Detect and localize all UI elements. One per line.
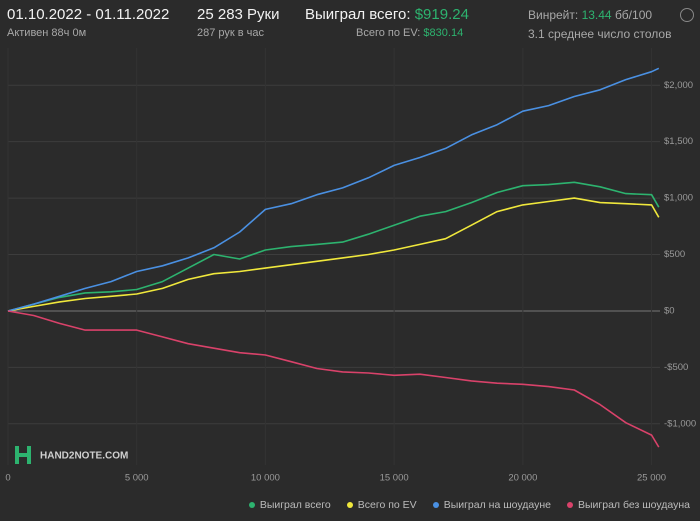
legend: Выиграл всего Всего по EV Выиграл на шоуда… xyxy=(248,499,690,511)
legend-item[interactable]: Всего по EV xyxy=(346,499,417,511)
hands: 25 283 Руки xyxy=(197,6,280,23)
legend-label: Выиграл на шоудауне xyxy=(443,499,551,511)
legend-dot xyxy=(567,502,573,508)
tables: 3.1 среднее число столов xyxy=(528,27,672,41)
x-tick-label: 5 000 xyxy=(125,473,149,484)
logo: HAND2NOTE.COM xyxy=(15,446,128,464)
settings-icon[interactable] xyxy=(680,8,694,22)
series-line xyxy=(7,67,660,312)
won-total: Выиграл всего: $919.24 xyxy=(305,6,469,23)
y-tick-label: $1,500 xyxy=(664,136,693,147)
label: Всего по EV: xyxy=(356,27,421,39)
legend-dot xyxy=(346,502,353,508)
series-line xyxy=(7,310,660,448)
active-time: Активен 88ч 0м xyxy=(7,27,87,39)
legend-label: Выиграл без шоудауна xyxy=(578,499,690,511)
legend-label: Всего по EV xyxy=(357,499,417,511)
series-line xyxy=(7,181,660,312)
x-tick-label: 10 000 xyxy=(251,473,280,484)
y-tick-label: $500 xyxy=(664,249,685,260)
legend-item[interactable]: Выиграл всего xyxy=(248,499,331,511)
logo-text: HAND2NOTE.COM xyxy=(40,451,128,462)
series-line xyxy=(7,197,660,312)
x-tick-label: 15 000 xyxy=(380,473,409,484)
value: 13.44 xyxy=(581,8,612,22)
y-tick-label: -$500 xyxy=(664,362,688,373)
label: Винрейт: xyxy=(528,8,579,22)
hands-per-hour: 287 рук в час xyxy=(197,27,265,39)
winrate: Винрейт: 13.44 бб/100 xyxy=(528,8,652,22)
legend-label: Выиграл всего xyxy=(259,499,331,511)
y-tick-label: $2,000 xyxy=(664,80,693,91)
legend-dot xyxy=(248,502,255,508)
y-tick-label: $1,000 xyxy=(664,193,693,204)
x-tick-label: 0 xyxy=(5,473,10,484)
x-tick-label: 25 000 xyxy=(637,473,666,484)
value: $830.14 xyxy=(423,27,464,39)
x-tick-label: 20 000 xyxy=(508,473,537,484)
legend-item[interactable]: Выиграл на шоудауне xyxy=(432,499,551,511)
period: 01.10.2022 - 01.11.2022 xyxy=(7,6,170,23)
y-tick-label: -$1,000 xyxy=(664,418,696,429)
label: Выиграл всего: xyxy=(305,6,411,23)
legend-item[interactable]: Выиграл без шоудауна xyxy=(567,499,690,511)
legend-dot xyxy=(432,502,439,508)
ev-total: Всего по EV: $830.14 xyxy=(356,27,463,39)
value: $919.24 xyxy=(414,6,469,23)
unit: бб/100 xyxy=(614,8,653,22)
y-tick-label: $0 xyxy=(664,305,675,316)
